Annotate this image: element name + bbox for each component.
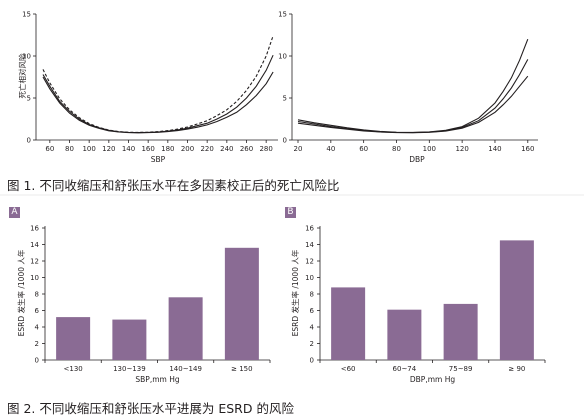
esrd-sbp-bar-chart: 0 2 4 6 8 10 12 14 16 <130 130~139 140~149 ≥ 150 SBP,… [16,225,271,384]
x-tick-label: 80 [65,145,74,153]
y-tick-label: 4 [35,324,40,332]
y-tick-label: 10 [30,274,39,282]
x-tick-label: 80 [392,145,401,153]
x-tick-label: 60 [359,145,368,153]
x-tick-label: 180 [161,145,174,153]
bar-2 [387,309,422,360]
figure-1-caption: 图 1. 不同收缩压和舒张压水平在多因素校正后的死亡风险比 [7,178,340,193]
y-axis-title: 死亡相对风险 [17,53,27,98]
x-tick-label: 60~74 [393,365,417,373]
y-tick-label: 14 [305,241,314,249]
y-tick-label: 6 [35,307,40,315]
x-tick-label: <130 [64,365,83,373]
risk-curve-2 [42,71,274,134]
x-tick-label: 60 [45,145,54,153]
x-tick-label: 240 [220,145,233,153]
y-tick-label: 0 [35,357,39,365]
dbp-risk-chart: 0 5 10 15 20 40 60 80 100 120 140 160 DBP [278,11,538,164]
x-tick-label: <60 [341,365,356,373]
figure-2-caption: 图 2. 不同收缩压和舒张压水平进展为 ESRD 的风险 [7,401,294,416]
y-tick-label: 10 [22,53,31,61]
y-tick-label: 15 [22,11,31,19]
y-tick-label: 0 [310,357,314,365]
y-tick-label: 14 [30,241,39,249]
x-tick-label: 140 [488,145,501,153]
x-axis-title: DBP [409,155,425,164]
y-tick-label: 8 [310,291,314,299]
x-tick-label: 40 [326,145,335,153]
x-tick-label: 220 [200,145,213,153]
y-tick-label: 12 [30,258,39,266]
y-axis-title: ESRD 发生率 /1000 人年 [290,249,300,336]
y-tick-label: 16 [30,225,39,233]
x-tick-label: 140 [122,145,135,153]
y-tick-label: 5 [283,95,287,103]
x-tick-label: 160 [141,145,154,153]
y-tick-label: 10 [305,274,314,282]
bar-1 [331,287,366,360]
x-tick-label: 120 [102,145,115,153]
x-tick-label: 20 [294,145,303,153]
y-tick-label: 0 [27,137,31,145]
x-axis-title: SBP [151,155,166,164]
sbp-risk-chart: 0 5 10 15 60 80 100 120 140 160 180 200 220 240 260 280… [17,11,278,164]
x-tick-label: 130~139 [113,365,146,373]
bar-4 [499,240,534,360]
panel-b-badge: B [285,207,296,218]
bar-4 [224,247,259,360]
y-axis-title: ESRD 发生率 /1000 人年 [16,249,26,336]
y-tick-label: 2 [310,340,314,348]
x-tick-label: 200 [181,145,194,153]
y-tick-label: 2 [35,340,39,348]
x-tick-label: 260 [240,145,253,153]
esrd-dbp-bar-chart: 0 2 4 6 8 10 12 14 16 <60 60~74 75~89 ≥ 90 DBP,mm Hg E… [290,225,546,384]
y-tick-label: 16 [305,225,314,233]
bar-1 [56,317,91,360]
y-tick-label: 10 [278,53,287,61]
y-tick-label: 6 [310,307,315,315]
y-tick-label: 5 [27,95,31,103]
x-tick-label: 280 [259,145,272,153]
x-tick-label: 100 [423,145,436,153]
x-tick-label: 75~89 [449,365,473,373]
x-tick-label: ≥ 150 [231,365,252,373]
x-tick-label: 140~149 [169,365,202,373]
x-tick-label: ≥ 90 [508,365,525,373]
bar-3 [168,297,203,360]
y-tick-label: 0 [283,137,287,145]
risk-curve-3 [297,75,529,134]
x-tick-label: 120 [455,145,468,153]
y-tick-label: 12 [305,258,314,266]
y-tick-label: 8 [35,291,39,299]
risk-curve-3 [42,35,274,133]
y-tick-label: 4 [310,324,315,332]
bar-3 [443,303,478,360]
panel-a-badge: A [9,207,20,218]
bar-2 [112,319,147,360]
x-axis-title: DBP,mm Hg [410,375,455,384]
x-tick-label: 100 [82,145,95,153]
y-tick-label: 15 [278,11,287,19]
x-axis-title: SBP,mm Hg [135,375,179,384]
x-tick-label: 160 [521,145,534,153]
